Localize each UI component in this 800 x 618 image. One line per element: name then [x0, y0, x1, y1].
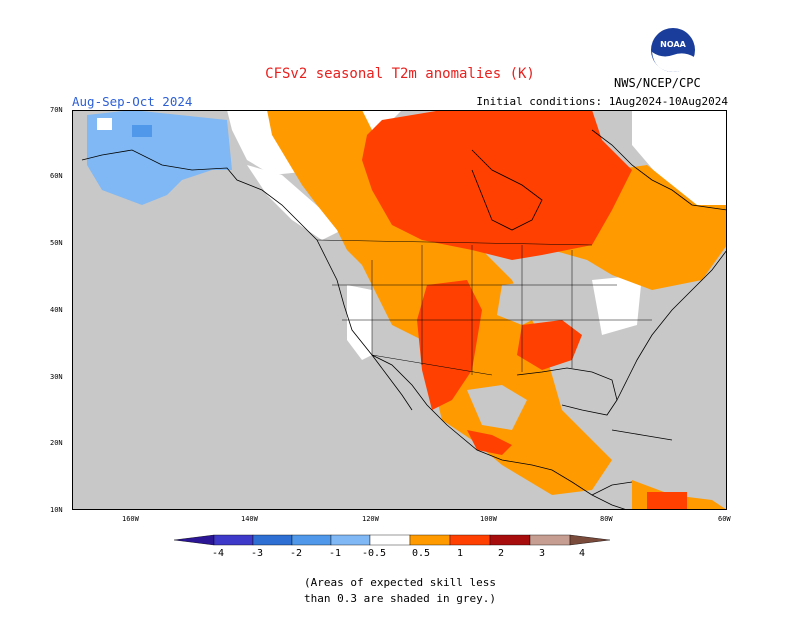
region-alaska-white-patch [97, 118, 112, 130]
region-hot-southeast [517, 320, 582, 370]
colorbar-label: 2 [498, 548, 505, 559]
colorbar-bin [291, 534, 332, 546]
coast-alaska [81, 149, 318, 241]
region-alaska-cold-patch [132, 125, 152, 137]
colorbar-label: -1 [329, 548, 342, 559]
colorbar-bin [252, 534, 293, 546]
colorbar-label: -4 [212, 548, 225, 559]
lat-label: 10N [50, 506, 63, 514]
skill-note-line1: (Areas of expected skill less [303, 576, 497, 589]
us-canada-border [316, 239, 593, 246]
region-near-normal-bc [247, 165, 342, 240]
lat-label: 70N [50, 106, 63, 114]
coast-west [316, 239, 628, 510]
lat-label: 60N [50, 172, 63, 180]
anomaly-map [72, 110, 727, 510]
colorbar-bin [449, 534, 491, 546]
region-alaska-cold [87, 110, 232, 205]
region-hot-mexico [467, 430, 512, 455]
coast-hudson [471, 149, 543, 231]
logo-text: NOAA [660, 40, 686, 49]
lon-label: 60W [718, 515, 731, 523]
coast-labrador [591, 129, 727, 211]
colorbar-bin [569, 534, 611, 546]
lon-label: 160W [122, 515, 139, 523]
agency-label: NWS/NCEP/CPC [614, 76, 701, 90]
colorbar-bin [174, 534, 215, 546]
region-near-normal-arctic-east [632, 110, 727, 215]
colorbar-label: 4 [579, 548, 586, 559]
region-hot-southwest [417, 280, 482, 410]
lon-label: 120W [362, 515, 379, 523]
region-no-skill-pacific-coast [337, 250, 362, 285]
lon-label: 80W [600, 515, 613, 523]
colorbar [174, 534, 611, 546]
map-title: CFSv2 seasonal T2m anomalies (K) [265, 66, 535, 82]
region-near-normal-west [347, 285, 372, 360]
colorbar-bin [330, 534, 371, 546]
region-hot-canada [362, 110, 632, 260]
region-hot-caribbean [647, 492, 687, 510]
coastlines [81, 129, 727, 510]
coast-baja [371, 354, 413, 411]
coast-yucatan [591, 481, 633, 496]
colorbar-bin [489, 534, 531, 546]
lat-label: 40N [50, 306, 63, 314]
skill-note-line2: than 0.3 are shaded in grey.) [303, 592, 497, 605]
region-no-skill-texas [467, 385, 527, 430]
coast-east [616, 249, 727, 401]
colorbar-label: 3 [539, 548, 546, 559]
noaa-logo: NOAA [651, 28, 695, 72]
boundaries [316, 239, 652, 376]
season-label: Aug-Sep-Oct 2024 [72, 94, 193, 109]
colorbar-label: -0.5 [362, 548, 387, 559]
coast-cuba [611, 429, 673, 441]
colorbar-bin [213, 534, 254, 546]
colorbar-label: 0.5 [412, 548, 431, 559]
initial-conditions-label: Initial conditions: 1Aug2024-10Aug2024 [476, 95, 728, 108]
lat-label: 50N [50, 239, 63, 247]
colorbar-label: 1 [457, 548, 464, 559]
map-frame [72, 110, 727, 510]
colorbar-bin [369, 534, 411, 546]
colorbar-label: -2 [290, 548, 303, 559]
colorbar-bin [529, 534, 571, 546]
lat-label: 20N [50, 439, 63, 447]
region-no-skill-plains [497, 280, 552, 325]
colorbar-bin [409, 534, 451, 546]
lon-label: 100W [480, 515, 497, 523]
coast-gulf [516, 367, 618, 416]
lon-label: 140W [241, 515, 258, 523]
lat-label: 30N [50, 373, 63, 381]
colorbar-label: -3 [251, 548, 264, 559]
